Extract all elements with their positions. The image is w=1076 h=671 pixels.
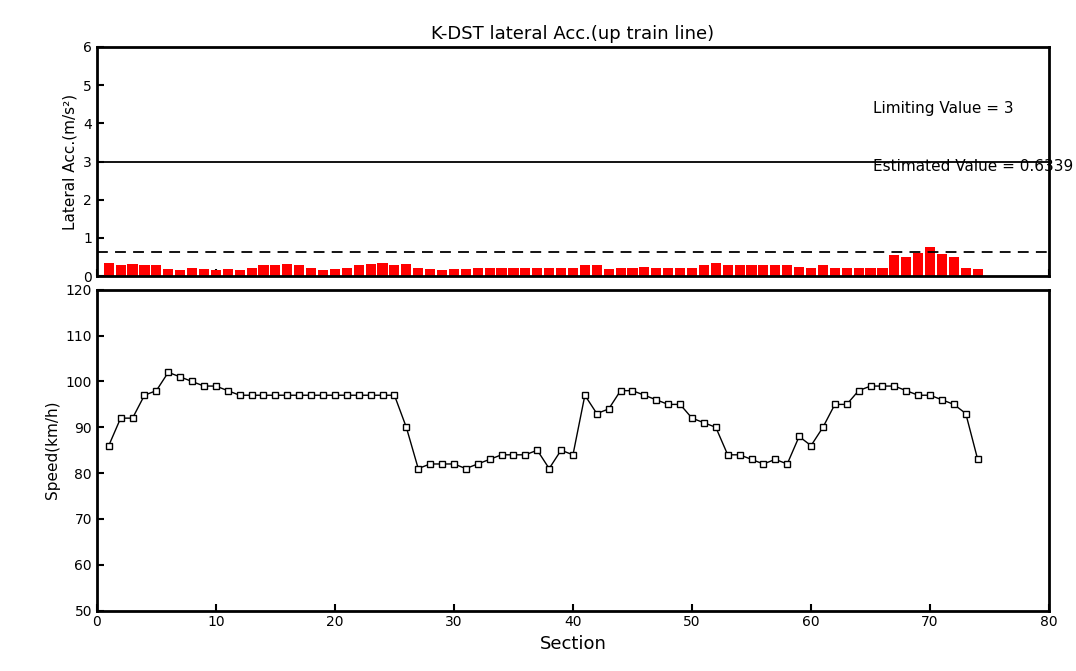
Bar [103,263,114,276]
Bar [317,270,328,276]
Bar [747,266,756,276]
Bar [115,264,126,276]
Bar [199,269,209,276]
Title: K-DST lateral Acc.(up train line): K-DST lateral Acc.(up train line) [431,25,714,43]
Bar [794,266,804,276]
Bar [639,266,650,276]
Bar [830,268,840,276]
Bar [390,264,399,276]
Bar [164,269,173,276]
Bar [877,268,888,276]
Bar [818,266,829,276]
Bar [556,268,566,276]
Bar [604,269,613,276]
Bar [889,255,900,276]
Bar [401,264,411,276]
Bar [973,269,982,276]
Bar [841,268,852,276]
Bar [425,269,435,276]
Bar [902,257,911,276]
Bar [723,266,733,276]
Bar [366,264,376,276]
Y-axis label: Speed(km/h): Speed(km/h) [45,401,60,499]
Bar [211,270,221,276]
Bar [865,268,876,276]
Bar [175,270,185,276]
Bar [949,257,959,276]
Bar [270,264,281,276]
Bar [592,264,601,276]
Bar [759,264,768,276]
Bar [698,264,709,276]
Bar [925,248,935,276]
Bar [853,268,864,276]
Bar [806,268,816,276]
Bar [437,270,448,276]
Bar [187,268,197,276]
Bar [294,266,305,276]
Bar [127,264,138,276]
Bar [235,270,244,276]
Bar [533,268,542,276]
Text: Estimated Value = 0.6339: Estimated Value = 0.6339 [873,158,1073,174]
Bar [330,269,340,276]
Bar [580,266,590,276]
Bar [461,269,471,276]
Bar [651,268,662,276]
Bar [282,264,293,276]
X-axis label: Section: Section [539,635,607,653]
Bar [711,263,721,276]
Bar [223,269,232,276]
Bar [378,263,387,276]
Bar [472,268,483,276]
Bar [675,268,685,276]
Bar [306,268,316,276]
Bar [258,266,269,276]
Bar [782,264,792,276]
Bar [521,268,530,276]
Bar [735,264,745,276]
Bar [686,268,697,276]
Bar [770,266,780,276]
Text: Limiting Value = 3: Limiting Value = 3 [873,101,1014,116]
Bar [342,268,352,276]
Bar [354,264,364,276]
Bar [627,268,638,276]
Bar [140,266,150,276]
Bar [508,268,519,276]
Bar [914,253,923,276]
Bar [961,268,971,276]
Bar [246,268,257,276]
Bar [937,254,947,276]
Bar [663,268,674,276]
Bar [484,268,495,276]
Bar [496,268,507,276]
Bar [152,264,161,276]
Bar [568,268,578,276]
Bar [615,268,625,276]
Bar [544,268,554,276]
Bar [449,269,459,276]
Bar [413,268,423,276]
Y-axis label: Lateral Acc.(m/s²): Lateral Acc.(m/s²) [62,93,77,229]
